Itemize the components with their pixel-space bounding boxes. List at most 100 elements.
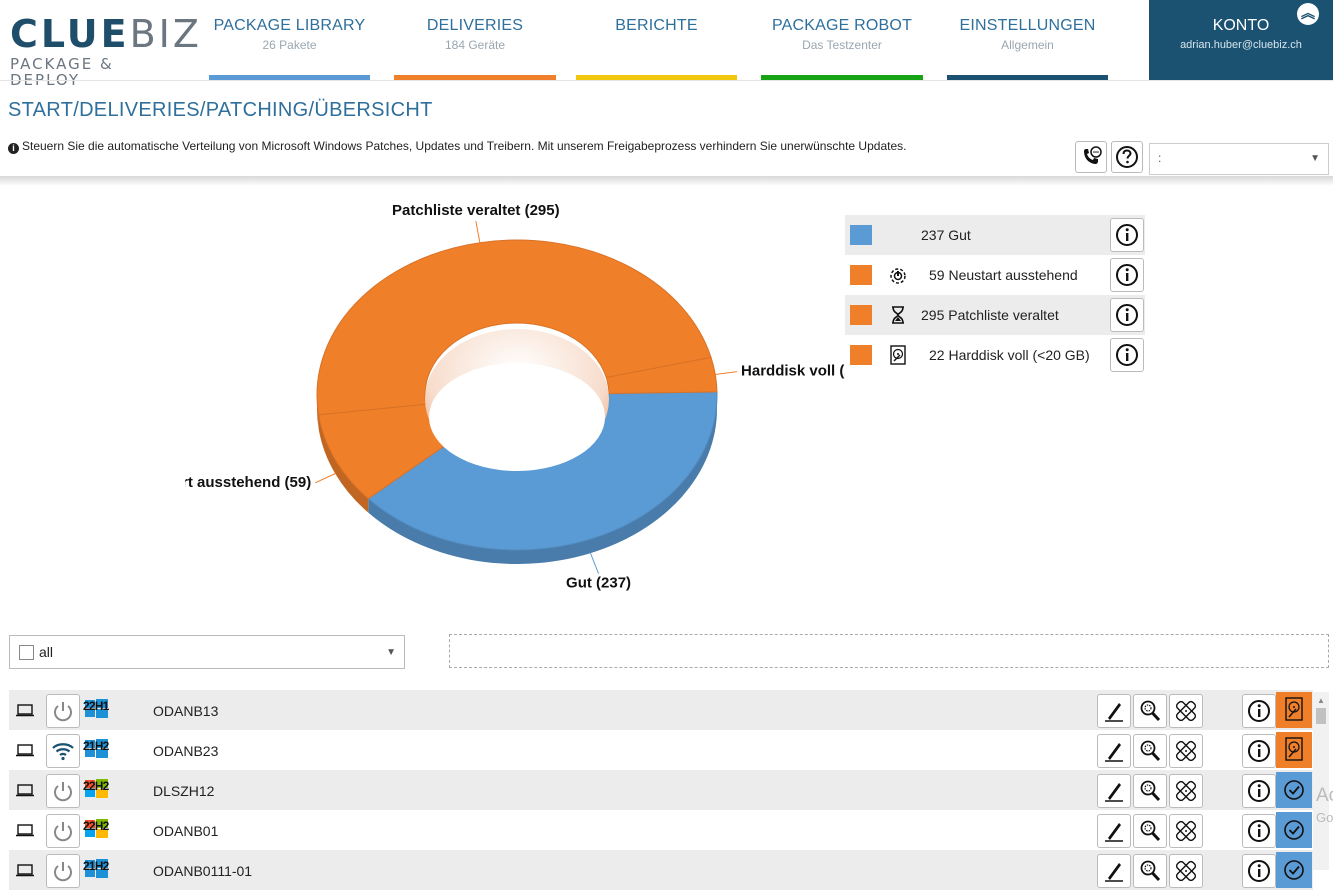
patch-button[interactable]	[1169, 854, 1203, 888]
legend-label: 22 Harddisk voll (<20 GB)	[929, 347, 1090, 363]
device-row[interactable]: 22H2 ODANB01	[9, 810, 1313, 850]
donut-hole	[429, 363, 605, 471]
power-status-button[interactable]	[46, 694, 80, 728]
nav-underline	[761, 75, 923, 80]
label-leader-line	[715, 371, 738, 375]
nav-underline	[209, 75, 370, 80]
chart-slice-label: Neustart ausstehend (59)	[185, 474, 311, 491]
device-name[interactable]: ODANB0111-01	[153, 863, 253, 879]
device-info-button[interactable]	[1242, 694, 1276, 728]
support-call-button[interactable]	[1075, 141, 1107, 173]
edit-button[interactable]	[1097, 774, 1131, 808]
harddisk-full-status-icon	[1276, 732, 1312, 768]
info-button[interactable]	[1110, 298, 1144, 332]
nav-underline	[394, 75, 556, 80]
account-email: adrian.huber@cluebiz.ch	[1180, 39, 1302, 51]
device-list: 22H1 ODANB13 21H2 ODANB23 22H2 DLSZH12 22H2 ODA…	[9, 690, 1313, 890]
device-filter-select[interactable]: all ▼	[9, 635, 405, 669]
chevron-down-icon: ▼	[1310, 153, 1320, 164]
info-button[interactable]	[1110, 338, 1144, 372]
slice-depth	[318, 414, 369, 513]
inspect-button[interactable]	[1133, 774, 1167, 808]
device-row[interactable]: 22H2 DLSZH12	[9, 770, 1313, 810]
patch-button[interactable]	[1169, 814, 1203, 848]
nav-title: BERICHTE	[615, 17, 698, 34]
patch-button[interactable]	[1169, 734, 1203, 768]
patch-status-chart: Gut (237) Neustart ausstehend (59) Patchli…	[185, 202, 845, 592]
patch-bandage-icon	[1175, 740, 1197, 762]
wifi-status-button[interactable]	[46, 734, 80, 768]
legend-swatch	[850, 345, 872, 365]
filter-dropzone[interactable]	[449, 634, 1329, 668]
power-status-button[interactable]	[46, 774, 80, 808]
nav-deliveries[interactable]: DELIVERIES 184 Geräte	[394, 0, 556, 80]
power-status-button[interactable]	[46, 814, 80, 848]
section-shadow	[0, 176, 1333, 186]
os-version-label: 21H2	[83, 859, 109, 873]
device-name[interactable]: ODANB23	[153, 743, 219, 759]
edit-button[interactable]	[1097, 734, 1131, 768]
legend-row-gut: 237 Gut	[845, 215, 1145, 255]
nav-subtitle: Das Testzenter	[802, 38, 882, 52]
device-row[interactable]: 21H2 ODANB23	[9, 730, 1313, 770]
scrollbar-thumb[interactable]	[1316, 708, 1326, 724]
chart-labels-layer: Gut (237) Neustart ausstehend (59) Patchli…	[185, 202, 845, 592]
filter-label: all	[39, 644, 54, 660]
device-row[interactable]: 21H2 ODANB0111-01	[9, 850, 1313, 890]
logo[interactable]: CLUEBIZ PACKAGE & DEPLOY	[10, 14, 199, 88]
wifi-icon	[52, 743, 74, 761]
nav-package-robot[interactable]: PACKAGE ROBOT Das Testzenter	[761, 0, 923, 80]
account-menu[interactable]: KONTO adrian.huber@cluebiz.ch ︽	[1149, 0, 1333, 80]
windows-logo-icon	[85, 819, 108, 838]
select-all-checkbox[interactable]	[19, 645, 34, 660]
collapse-chevron-icon[interactable]: ︽	[1297, 3, 1319, 25]
nav-package-library[interactable]: PACKAGE LIBRARY 26 Pakete	[209, 0, 370, 80]
legend-row-harddisk: 22 Harddisk voll (<20 GB)	[845, 335, 1145, 375]
patch-button[interactable]	[1169, 694, 1203, 728]
nav-berichte[interactable]: BERICHTE	[576, 0, 737, 80]
nav-einstellungen[interactable]: EINSTELLUNGEN Allgemein	[947, 0, 1108, 80]
legend-row-neustart: 59 Neustart ausstehend	[845, 255, 1145, 295]
device-name[interactable]: ODANB01	[153, 823, 219, 839]
info-icon	[1116, 344, 1138, 366]
info-button[interactable]	[1110, 218, 1144, 252]
inspect-button[interactable]	[1133, 734, 1167, 768]
nav-underline	[947, 75, 1108, 80]
power-icon	[54, 862, 72, 882]
help-button[interactable]	[1111, 141, 1143, 173]
search-inspect-icon	[1140, 820, 1161, 842]
windows-logo-icon	[85, 779, 108, 798]
scroll-up-icon[interactable]: ▲	[1317, 696, 1325, 705]
info-icon: i	[8, 143, 19, 154]
device-name[interactable]: DLSZH12	[153, 783, 215, 799]
edit-button[interactable]	[1097, 854, 1131, 888]
device-info-button[interactable]	[1242, 814, 1276, 848]
patch-bandage-icon	[1175, 820, 1197, 842]
overlay-text-b: Go	[1316, 810, 1333, 825]
device-name[interactable]: ODANB13	[153, 703, 219, 719]
top-select-value: :	[1158, 151, 1162, 165]
legend-swatch	[850, 225, 872, 245]
info-icon	[1116, 304, 1138, 326]
inspect-button[interactable]	[1133, 694, 1167, 728]
legend-row-patchliste: 295 Patchliste veraltet	[845, 295, 1145, 335]
label-leader-line	[315, 473, 336, 484]
chart-slice-label: Harddisk voll (22)	[741, 363, 845, 380]
power-status-button[interactable]	[46, 854, 80, 888]
edit-button[interactable]	[1097, 814, 1131, 848]
inspect-button[interactable]	[1133, 814, 1167, 848]
inspect-button[interactable]	[1133, 854, 1167, 888]
device-info-button[interactable]	[1242, 774, 1276, 808]
edit-button[interactable]	[1097, 694, 1131, 728]
info-button[interactable]	[1110, 258, 1144, 292]
list-scrollbar[interactable]: ▲	[1313, 692, 1329, 870]
question-icon	[1116, 146, 1138, 168]
device-info-button[interactable]	[1242, 734, 1276, 768]
laptop-icon	[16, 704, 34, 717]
restart-pending-icon	[890, 268, 906, 284]
top-select[interactable]: : ▼	[1149, 143, 1329, 175]
device-row[interactable]: 22H1 ODANB13	[9, 690, 1313, 730]
patch-button[interactable]	[1169, 774, 1203, 808]
device-info-button[interactable]	[1242, 854, 1276, 888]
header-divider	[0, 80, 1333, 81]
